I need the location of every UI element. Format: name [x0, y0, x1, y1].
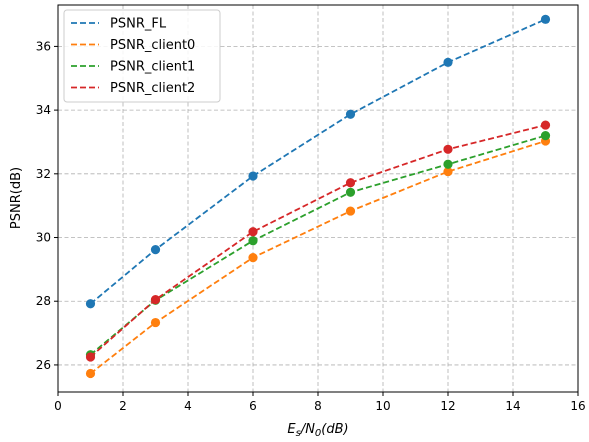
series-line — [89, 124, 546, 358]
y-tick-label: 32 — [36, 167, 51, 181]
data-point — [540, 130, 551, 141]
x-tick-label: 10 — [375, 399, 390, 413]
series-PSNR_client0 — [85, 136, 551, 379]
x-tick-label: 8 — [314, 399, 322, 413]
x-axis-label-tail: (dB) — [321, 422, 348, 437]
data-point — [540, 14, 551, 24]
data-point — [540, 120, 551, 130]
legend-entry: PSNR_client0 — [71, 38, 195, 53]
x-tick-label: 16 — [570, 399, 585, 413]
data-point — [443, 144, 453, 154]
data-point — [248, 171, 258, 181]
y-axis-label: PSNR(dB) — [9, 167, 24, 229]
series-line — [89, 140, 546, 375]
series-layer — [85, 14, 551, 379]
x-tick-label: 2 — [119, 399, 127, 413]
y-tick-label: 26 — [36, 358, 51, 372]
x-tick-label: 0 — [54, 399, 62, 413]
y-tick-label: 36 — [36, 39, 51, 53]
x-axis-label-sub-zero: 0 — [315, 428, 321, 439]
grid-lines — [57, 5, 579, 392]
data-point — [443, 57, 453, 67]
x-axis-ticks: 0 2 4 6 8 10 12 14 16 — [54, 392, 586, 413]
series-PSNR_FL — [85, 14, 551, 309]
x-tick-label: 4 — [184, 399, 192, 413]
x-tick-label: 6 — [249, 399, 257, 413]
data-point — [345, 206, 356, 216]
data-point — [443, 166, 453, 177]
data-point — [85, 368, 96, 379]
data-point — [345, 187, 356, 197]
data-point — [248, 236, 258, 246]
data-point — [248, 252, 258, 263]
y-tick-label: 34 — [36, 103, 51, 117]
legend-label: PSNR_client0 — [110, 38, 195, 53]
series-line — [89, 134, 546, 356]
x-tick-label: 14 — [505, 399, 520, 413]
x-axis-label: Es/N0(dB) — [287, 422, 348, 439]
legend: PSNR_FL PSNR_client0 PSNR_client1 PSNR_clie… — [63, 9, 221, 103]
legend-entry: PSNR_FL — [71, 17, 167, 32]
x-axis-label-slash: /N — [300, 422, 315, 437]
y-tick-label: 30 — [36, 231, 51, 245]
y-axis-ticks: 26 28 30 32 34 36 — [36, 39, 58, 372]
data-point — [150, 295, 161, 305]
data-point — [150, 317, 161, 328]
legend-entry: PSNR_client1 — [71, 60, 195, 75]
x-tick-label: 12 — [440, 399, 455, 413]
series-line — [89, 18, 546, 305]
data-point — [345, 109, 356, 119]
x-axis-label-sub-s: s — [296, 428, 301, 439]
data-point — [443, 159, 453, 169]
legend-label: PSNR_client2 — [110, 81, 195, 96]
legend-label: PSNR_FL — [110, 17, 167, 32]
data-point — [248, 227, 258, 237]
legend-box — [63, 9, 221, 103]
x-axis-label-e: E — [287, 422, 296, 437]
data-point — [345, 178, 356, 188]
data-point — [85, 352, 96, 362]
series-PSNR_client2 — [85, 120, 551, 362]
data-point — [85, 299, 96, 309]
y-tick-label: 28 — [36, 294, 51, 308]
legend-label: PSNR_client1 — [110, 60, 195, 75]
data-point — [150, 245, 161, 255]
legend-entry: PSNR_client2 — [71, 81, 195, 96]
legend-items: PSNR_FL PSNR_client0 PSNR_client1 PSNR_clie… — [71, 17, 195, 96]
